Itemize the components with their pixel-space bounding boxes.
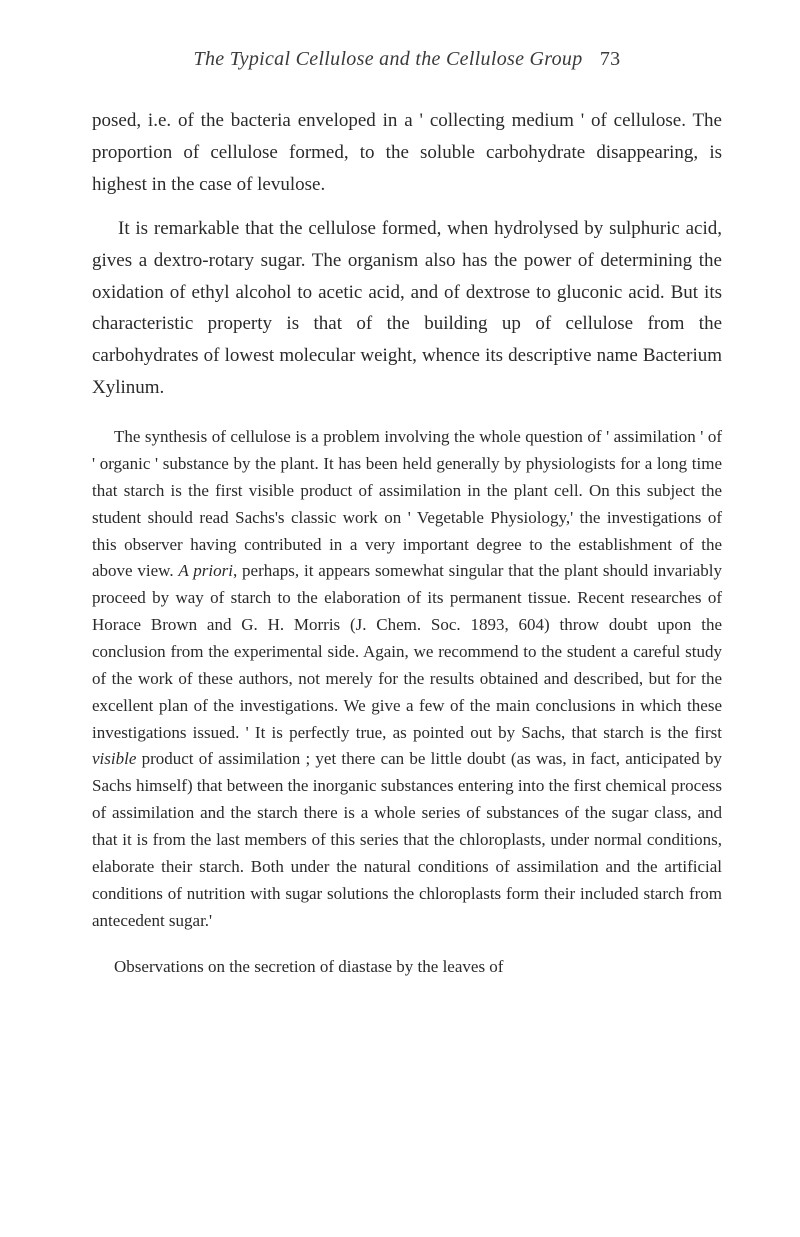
p3-part2: , perhaps, it appears somewhat singular … bbox=[92, 561, 722, 741]
body-paragraph-1: posed, i.e. of the bacteria enveloped in… bbox=[92, 105, 722, 201]
body-paragraph-3: The synthesis of cellulose is a problem … bbox=[92, 424, 722, 934]
page-header: The Typical Cellulose and the Cellulose … bbox=[92, 48, 722, 71]
body-paragraph-4: Observations on the secretion of diastas… bbox=[92, 954, 722, 981]
header-title: The Typical Cellulose and the Cellulose … bbox=[194, 48, 583, 70]
p3-part1: The synthesis of cellulose is a problem … bbox=[92, 427, 722, 580]
page-number: 73 bbox=[600, 48, 621, 70]
p3-part3: product of assimilation ; yet there can … bbox=[92, 749, 722, 929]
body-paragraph-2: It is remarkable that the cellulose form… bbox=[92, 213, 722, 404]
p3-italic-1: A priori bbox=[178, 561, 233, 580]
p3-italic-2: visible bbox=[92, 749, 136, 768]
